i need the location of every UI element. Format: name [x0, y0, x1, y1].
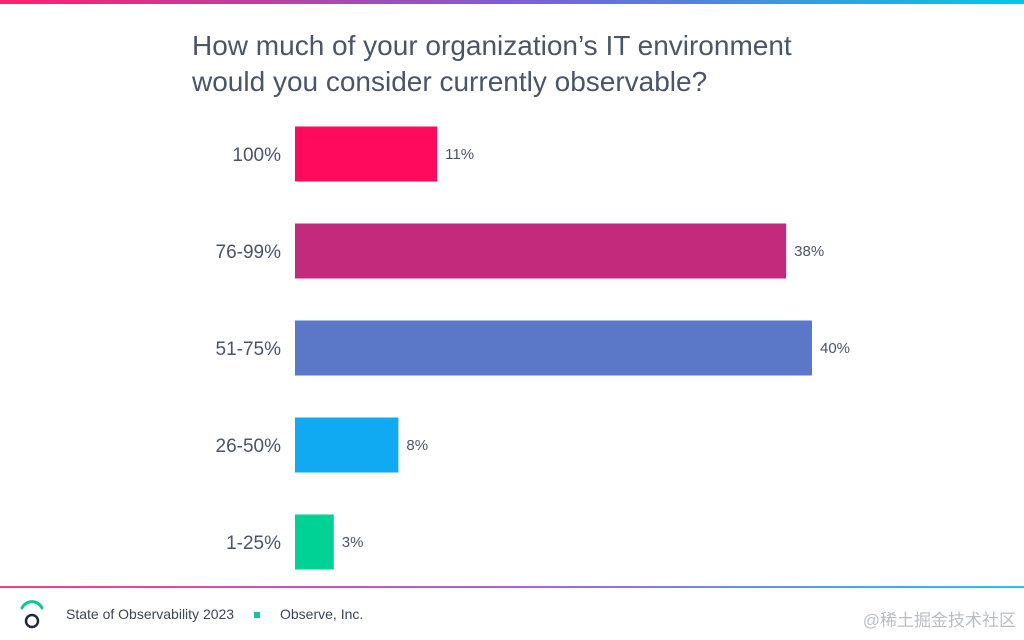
value-label: 11% — [445, 146, 474, 163]
category-label: 100% — [232, 145, 281, 166]
value-label: 3% — [342, 534, 364, 551]
category-label: 26-50% — [216, 436, 282, 457]
bar — [295, 417, 399, 473]
category-label: 51-75% — [216, 339, 282, 360]
bar — [295, 223, 787, 279]
footer: State of Observability 2023 Observe, Inc… — [0, 596, 1024, 636]
company-name: Observe, Inc. — [280, 606, 364, 622]
category-label: 1-25% — [226, 533, 281, 554]
bar-chart: 100% 11% 76-99% 38% 51-75% 40% 26-50% 8% 1-25% 3% — [216, 126, 850, 570]
bar — [295, 514, 334, 570]
chart-title: How much of your organization’s IT envir… — [192, 28, 912, 100]
separator-dot-icon — [254, 612, 260, 618]
value-label: 38% — [794, 243, 824, 260]
chart-title-line-1: How much of your organization’s IT envir… — [192, 30, 792, 61]
report-name: State of Observability 2023 — [66, 606, 235, 622]
observe-logo-icon — [20, 600, 44, 629]
category-label: 76-99% — [216, 242, 282, 263]
footer-divider — [0, 586, 1024, 588]
chart-title-line-2: would you consider currently observable? — [192, 66, 708, 97]
top-gradient-bar — [0, 0, 1024, 4]
bar — [295, 320, 812, 376]
value-label: 8% — [406, 437, 428, 454]
watermark: @稀土掘金技术社区 — [862, 611, 1016, 630]
value-label: 40% — [820, 340, 850, 357]
bar — [295, 126, 438, 182]
